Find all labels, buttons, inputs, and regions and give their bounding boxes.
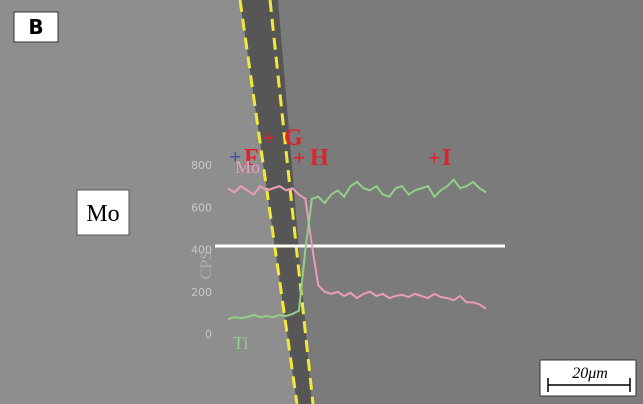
plus: + <box>428 145 441 170</box>
plus: + <box>293 145 306 170</box>
point-label: H <box>310 145 329 171</box>
series-label: Mo <box>235 157 260 177</box>
scale-bar-label: 20μm <box>572 365 608 382</box>
y-tick-label: 600 <box>191 201 212 214</box>
panel-label: B <box>28 15 43 39</box>
region-label: Mo <box>86 201 119 227</box>
y-tick-label: 0 <box>205 328 212 341</box>
micrograph: B Mo + F + G + H + I 20μm CPS 0200400600… <box>0 0 643 404</box>
y-tick-label: 800 <box>191 159 212 172</box>
y-tick-label: 400 <box>191 244 212 257</box>
plus: + <box>263 125 276 150</box>
point-label: I <box>442 145 451 171</box>
y-tick-label: 200 <box>191 286 212 299</box>
series-label: Ti <box>233 333 248 353</box>
